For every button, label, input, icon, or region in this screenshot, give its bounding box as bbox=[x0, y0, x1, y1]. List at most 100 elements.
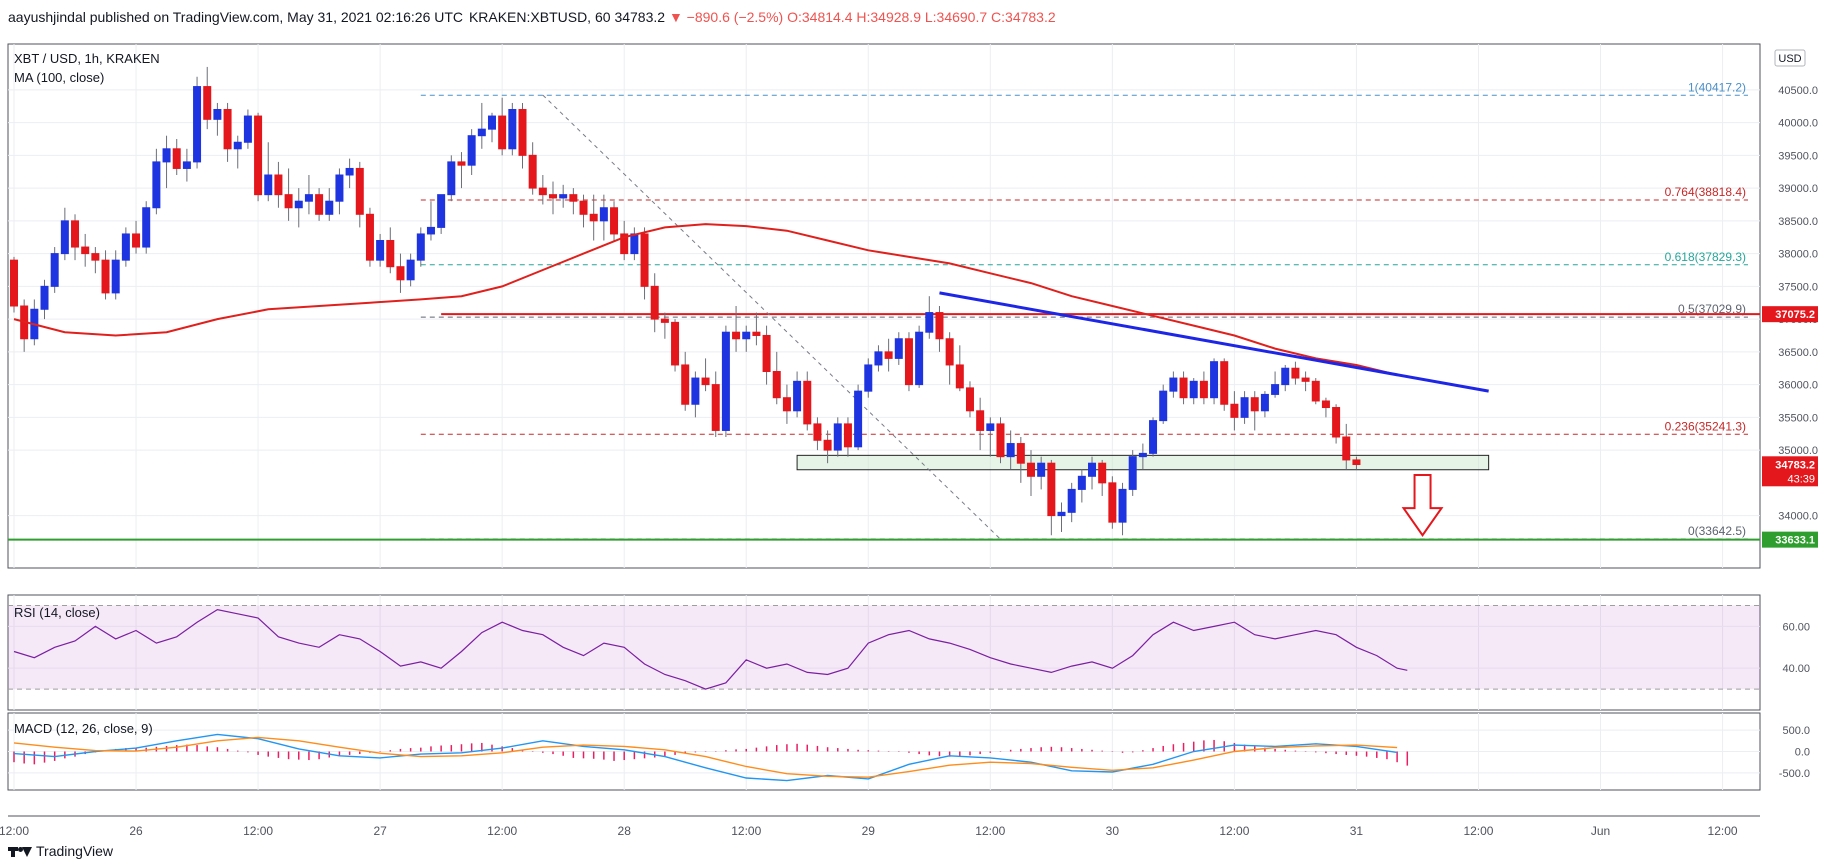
rsi-band bbox=[8, 605, 1760, 690]
candle-body bbox=[1077, 475, 1086, 490]
price-tick-label: 35500.0 bbox=[1778, 412, 1818, 424]
candle-body bbox=[752, 331, 761, 336]
candle-body bbox=[732, 331, 741, 340]
candle-body bbox=[1118, 488, 1127, 523]
candle-body bbox=[1281, 367, 1290, 386]
macd-tick-label: 0.0 bbox=[1795, 747, 1810, 759]
support-price-marker-label: 33633.1 bbox=[1775, 535, 1815, 547]
candle-body bbox=[1027, 462, 1035, 477]
candle-body bbox=[498, 115, 507, 150]
footer-brand[interactable]: TradingView bbox=[36, 843, 114, 859]
candle-body bbox=[447, 161, 456, 196]
candle-body bbox=[172, 148, 181, 169]
candle-body bbox=[213, 109, 222, 120]
candle-body bbox=[630, 233, 639, 255]
candle-body bbox=[599, 207, 608, 222]
candle-body bbox=[1260, 393, 1269, 412]
bearish-trend-line[interactable] bbox=[939, 291, 1489, 393]
candle-body bbox=[986, 423, 995, 431]
candle-body bbox=[711, 384, 720, 431]
currency-badge[interactable] bbox=[1774, 49, 1806, 67]
candle-body bbox=[294, 200, 303, 209]
candle-body bbox=[40, 285, 49, 310]
candle-body bbox=[162, 148, 171, 163]
price-tick-label: 38500.0 bbox=[1778, 216, 1818, 228]
candle-body bbox=[264, 174, 273, 196]
candle-body bbox=[467, 135, 476, 166]
candle-body bbox=[579, 200, 588, 215]
candle-body bbox=[325, 200, 334, 215]
resistance-price-marker-label: 37075.2 bbox=[1775, 309, 1815, 321]
candle-body bbox=[386, 240, 395, 268]
candle-body bbox=[1301, 377, 1310, 382]
candle-body bbox=[1189, 380, 1198, 399]
macd-legend: MACD (12, 26, close, 9) bbox=[14, 721, 153, 736]
macd-line[interactable] bbox=[13, 733, 1398, 782]
candle-body bbox=[915, 331, 924, 386]
candle-body bbox=[508, 109, 517, 150]
candle-body bbox=[518, 109, 527, 156]
candle-body bbox=[559, 194, 568, 199]
candle-body bbox=[396, 266, 405, 281]
candle-body bbox=[111, 259, 120, 294]
candle-body bbox=[538, 187, 547, 196]
author-name[interactable]: aayushjindal bbox=[8, 9, 86, 25]
candle-body bbox=[1067, 488, 1076, 513]
ma100-line[interactable] bbox=[13, 223, 1398, 376]
candle-body bbox=[721, 331, 730, 431]
rsi-line[interactable] bbox=[13, 608, 1408, 690]
fib-level-label: 0.618(37829.3) bbox=[1665, 250, 1746, 264]
candle-body bbox=[894, 338, 903, 359]
candle-body bbox=[854, 390, 863, 448]
candle-body bbox=[1128, 456, 1137, 490]
candle-body bbox=[874, 351, 883, 366]
rsi-legend: RSI (14, close) bbox=[14, 605, 100, 620]
candle-body bbox=[1230, 403, 1239, 418]
price-change: ▼ −890.6 (−2.5%) bbox=[668, 9, 784, 25]
macd-signal-line[interactable] bbox=[13, 736, 1398, 778]
candle-body bbox=[955, 364, 964, 389]
publication-info: published on TradingView.com, May 31, 20… bbox=[85, 9, 464, 25]
candle-body bbox=[904, 338, 913, 386]
candle-body bbox=[935, 312, 944, 340]
candle-body bbox=[132, 233, 141, 248]
time-tick-label: 26 bbox=[129, 824, 143, 838]
candle-body bbox=[1047, 462, 1056, 517]
candle-body bbox=[1271, 384, 1280, 395]
current-price-marker-timer: 43:39 bbox=[1787, 473, 1815, 485]
fib-level-label: 0(33642.5) bbox=[1688, 524, 1746, 538]
price-tick-label: 39500.0 bbox=[1778, 150, 1818, 162]
candle-body bbox=[1088, 462, 1097, 477]
main-pane[interactable] bbox=[7, 43, 1761, 569]
currency-label: USD bbox=[1778, 53, 1801, 65]
time-tick-label: 12:00 bbox=[243, 824, 273, 838]
rsi-pane[interactable] bbox=[7, 594, 1761, 711]
tradingview-logo-icon bbox=[8, 844, 32, 858]
time-tick-label: 31 bbox=[1350, 824, 1364, 838]
fib-level-label: 0.236(35241.3) bbox=[1665, 419, 1746, 433]
time-tick-label: 12:00 bbox=[1708, 824, 1738, 838]
candle-body bbox=[976, 410, 985, 431]
candle-body bbox=[335, 174, 344, 202]
candle-body bbox=[457, 161, 466, 166]
candle-body bbox=[762, 334, 771, 373]
candle-body bbox=[487, 115, 496, 130]
current-price-marker bbox=[1762, 456, 1818, 487]
ma-legend: MA (100, close) bbox=[14, 70, 104, 85]
candle-body bbox=[1240, 397, 1249, 418]
main-legend-title: XBT / USD, 1h, KRAKEN bbox=[14, 51, 160, 66]
time-tick-label: 27 bbox=[373, 824, 387, 838]
candle-body bbox=[772, 371, 781, 399]
candle-body bbox=[1220, 361, 1229, 405]
price-tick-label: 40000.0 bbox=[1778, 118, 1818, 130]
price-tick-label: 39000.0 bbox=[1778, 183, 1818, 195]
fib-level-label: 0.5(37029.9) bbox=[1678, 302, 1746, 316]
candle-body bbox=[203, 86, 212, 120]
candle-body bbox=[60, 220, 69, 255]
current-price-marker-label: 34783.2 bbox=[1775, 459, 1815, 471]
candle-body bbox=[477, 128, 486, 137]
candle-body bbox=[121, 233, 130, 261]
price-tick-label: 37500.0 bbox=[1778, 281, 1818, 293]
rsi-tick-label: 40.00 bbox=[1782, 663, 1810, 675]
